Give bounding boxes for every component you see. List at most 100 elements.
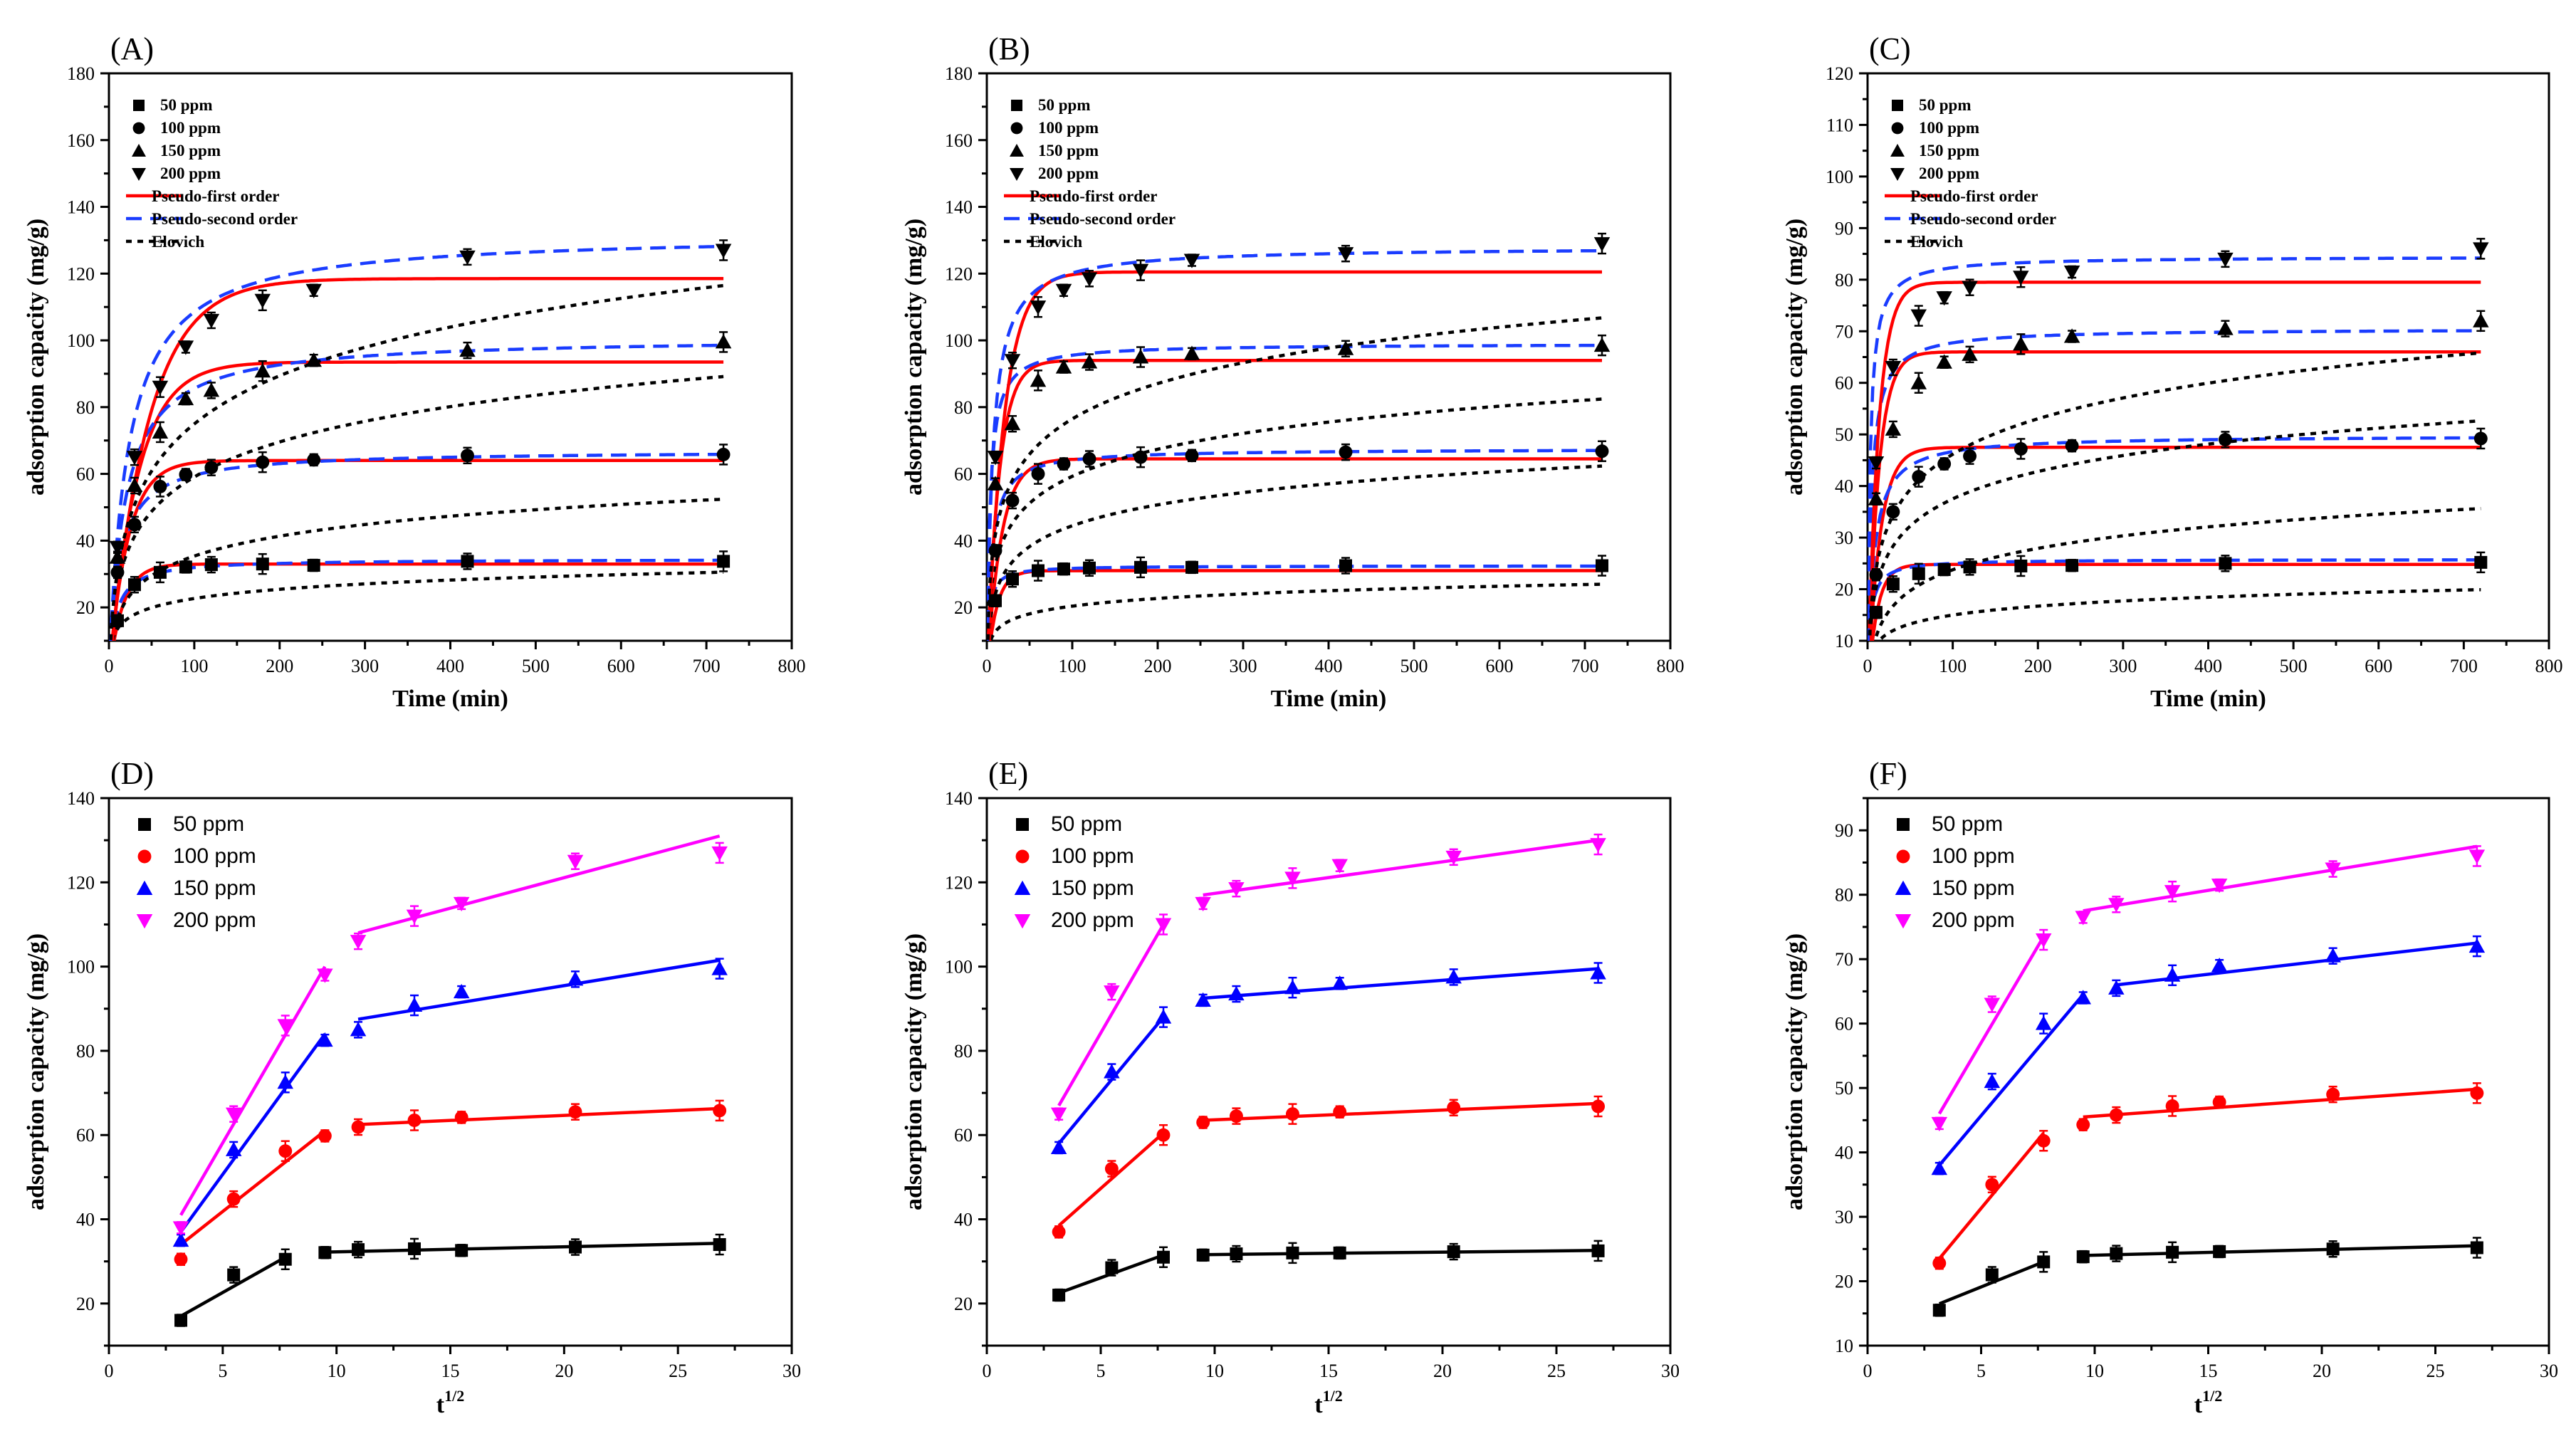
legend-label-6: Pseudo-second order (152, 210, 298, 228)
data-point (2213, 1245, 2226, 1258)
data-point (1910, 309, 1927, 324)
data-point (1284, 871, 1301, 886)
legend-label-1: 50 ppm (1932, 812, 2003, 836)
data-point (2108, 898, 2125, 913)
legend-label-3: 150 ppm (160, 142, 221, 159)
data-point (717, 555, 731, 568)
data-point (318, 1128, 332, 1143)
data-point (453, 896, 470, 912)
legend-label-1: 50 ppm (173, 812, 244, 836)
data-point (1868, 456, 1885, 471)
data-point (1885, 360, 1902, 376)
x-tick-label-d: 30 (782, 1361, 801, 1381)
x-tick-label-b: 300 (1230, 656, 1257, 676)
legend-label-5: Pseudo-first order (152, 187, 280, 205)
x-tick-label-b: 600 (1486, 656, 1514, 676)
y-axis-label-b: adsorption capacity (mg/g) (901, 219, 927, 496)
y-tick-label-d: 140 (67, 788, 95, 809)
legend-label-7: Elovich (152, 233, 204, 251)
data-point (227, 1268, 241, 1282)
data-point (459, 342, 476, 357)
data-point (2035, 933, 2052, 948)
x-tick-label-c: 0 (1863, 656, 1873, 676)
data-point (2211, 957, 2228, 973)
data-point (1447, 1101, 1461, 1115)
data-point (1985, 1268, 1999, 1282)
y-tick-label-c: 90 (1835, 218, 1853, 239)
y-tick-label-c: 110 (1826, 115, 1853, 135)
series-100-ppm (1869, 427, 2488, 582)
legend-label-4: 200 ppm (1038, 164, 1099, 182)
y-tick-label-d: 40 (76, 1210, 95, 1230)
x-tick-label-c: 600 (2365, 656, 2392, 676)
data-point (277, 1074, 293, 1089)
y-axis-label-e: adsorption capacity (mg/g) (901, 933, 927, 1210)
x-axis-label-c: Time (min) (2150, 686, 2266, 712)
x-tick-label-a: 400 (436, 656, 464, 676)
legend-marker-1 (1897, 818, 1910, 831)
data-point (407, 1114, 422, 1127)
pso-curve-3 (987, 343, 1602, 641)
data-point (2325, 862, 2341, 877)
data-point (1984, 997, 2001, 1012)
y-tick-label-b: 140 (945, 197, 973, 218)
data-point (2166, 1245, 2179, 1259)
legend-label-4: 200 ppm (173, 908, 256, 932)
y-tick-label-e: 100 (945, 957, 973, 978)
data-point (2065, 559, 2079, 572)
y-tick-label-b: 180 (945, 63, 973, 84)
y-tick-label-b: 120 (945, 263, 973, 284)
legend-marker-2 (1891, 122, 1904, 135)
data-point (110, 565, 125, 580)
data-point (2326, 1242, 2340, 1256)
data-point (1931, 1160, 1948, 1175)
data-point (407, 1242, 421, 1255)
legend-marker-4 (136, 914, 153, 929)
data-point (2474, 555, 2488, 569)
x-tick-label-f: 0 (1863, 1361, 1873, 1381)
panel-title-c: (C) (1869, 31, 1911, 66)
legend-label-5: Pseudo-first order (1910, 187, 2038, 205)
legend-label-3: 150 ppm (1932, 876, 2015, 900)
data-point (1333, 1246, 1346, 1259)
elovich-curve-4 (987, 316, 1603, 641)
data-point (716, 447, 731, 461)
series-200-ppm (172, 842, 728, 1236)
x-tick-label-b: 0 (983, 656, 992, 676)
y-tick-label-a: 20 (76, 597, 95, 618)
x-tick-label-f: 25 (2426, 1361, 2445, 1381)
fit-line-stage1-1 (179, 1255, 286, 1318)
x-axis-label-a: Time (min) (392, 686, 508, 712)
data-point (317, 968, 333, 983)
legend-label-4: 200 ppm (1051, 908, 1134, 932)
y-tick-label-f: 60 (1835, 1014, 1853, 1034)
x-tick-label-e: 15 (1319, 1361, 1338, 1381)
legend-f: 50 ppm 100 ppm 150 ppm 200 ppm (1895, 812, 2015, 932)
data-point (1156, 1128, 1171, 1142)
legend-c: 50 ppm 100 ppm 150 ppm 200 ppm Pseudo-first … (1885, 96, 2056, 251)
data-point (152, 424, 169, 439)
data-point (1132, 349, 1149, 364)
data-point (174, 1314, 188, 1327)
x-axis-label-base: t (2194, 1392, 2203, 1418)
legend-marker-4 (1014, 914, 1031, 929)
fit-line-stage2-1 (325, 1242, 720, 1254)
y-tick-label-e: 20 (954, 1294, 973, 1314)
legend-e: 50 ppm 100 ppm 150 ppm 200 ppm (1014, 812, 1134, 932)
data-point (179, 468, 193, 481)
y-tick-label-b: 100 (945, 330, 973, 351)
data-point (350, 935, 367, 950)
x-axis-label-superscript: 1/2 (1323, 1387, 1343, 1405)
data-point (1936, 354, 1952, 369)
data-point (2076, 1118, 2090, 1132)
data-point (568, 1240, 582, 1254)
data-point (1912, 470, 1926, 484)
legend-label-1: 50 ppm (160, 96, 213, 114)
series-50-ppm (1052, 1240, 1605, 1302)
data-point (1963, 560, 1976, 574)
fit-line-stage1-4 (1937, 936, 2046, 1115)
data-point (2109, 1108, 2123, 1122)
fit-line-stage1-2 (1057, 1131, 1165, 1227)
data-point (307, 453, 321, 467)
